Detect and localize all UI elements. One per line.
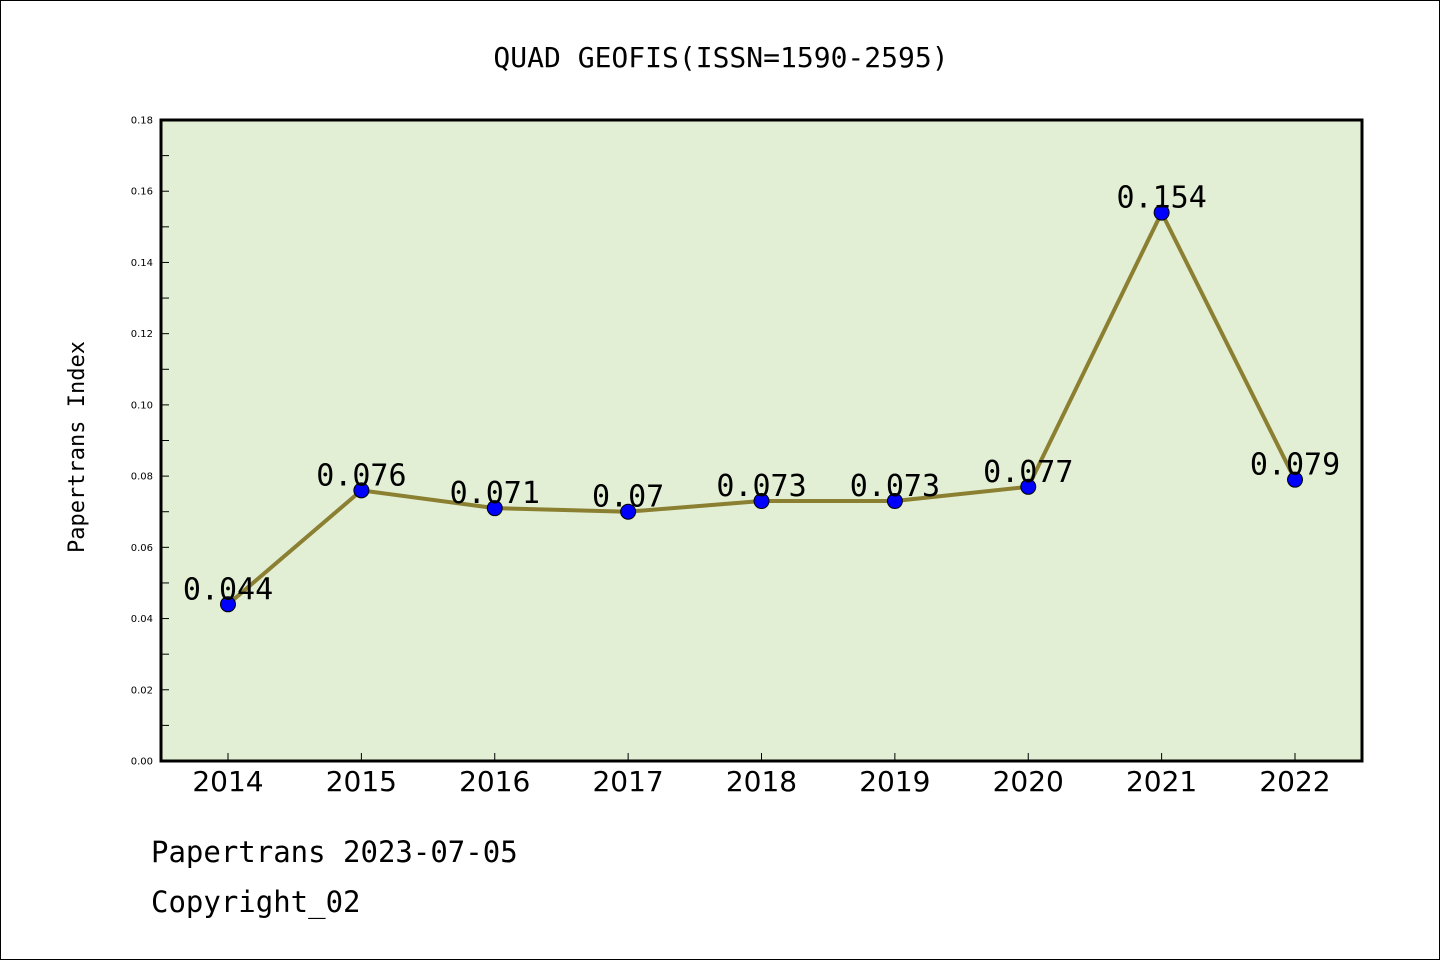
footer-copyright: Copyright_02	[151, 885, 361, 919]
chart-title: QUAD GEOFIS(ISSN=1590-2595)	[493, 41, 948, 74]
data-label: 0.077	[983, 455, 1073, 490]
data-label: 0.079	[1250, 448, 1340, 483]
marker-layer	[220, 204, 1303, 613]
y-tick-labels: 0.00 0.02 0.04 0.06 0.08 0.10 0.12 0.14 0.16 0.18	[131, 116, 153, 768]
x-tick-label: 2018	[726, 765, 797, 798]
data-label: 0.071	[450, 476, 540, 511]
y-tick-label: 0.10	[131, 400, 153, 411]
y-tick-label: 0.12	[131, 329, 153, 340]
y-tick-label: 0.08	[131, 472, 153, 483]
data-point	[886, 493, 903, 510]
data-point	[486, 500, 503, 517]
data-point	[1153, 204, 1170, 221]
plot-area	[161, 120, 1362, 761]
y-tick-label: 0.16	[131, 187, 153, 198]
y-tick-label: 0.00	[131, 757, 153, 768]
x-tick-label: 2017	[592, 765, 663, 798]
y-tick-label: 0.04	[131, 614, 153, 625]
y-tick-label: 0.18	[131, 116, 153, 127]
data-point	[620, 503, 637, 520]
data-label: 0.073	[850, 469, 940, 504]
x-tick-label: 2016	[459, 765, 530, 798]
data-label: 0.076	[316, 458, 406, 493]
y-tick-label: 0.02	[131, 685, 153, 696]
data-labels: 0.044 0.076 0.071 0.07 0.073 0.073 0.077 0.154 0…	[183, 181, 1340, 608]
data-point	[353, 482, 370, 499]
y-tick-label: 0.06	[131, 543, 153, 554]
x-tick-label: 2020	[993, 765, 1064, 798]
x-tick-label: 2022	[1259, 765, 1330, 798]
x-tick-label: 2015	[326, 765, 397, 798]
data-point	[1287, 471, 1303, 488]
x-tick-label: 2014	[192, 765, 263, 798]
plot-border	[159, 118, 1364, 763]
x-tick-label: 2019	[859, 765, 930, 798]
x-tick-labels: 2014 2015 2016 2017 2018 2019 2020 2021 2022	[192, 765, 1330, 798]
data-label: 0.044	[183, 572, 273, 607]
data-point	[220, 596, 236, 613]
footer-source: Papertrans 2023-07-05	[151, 835, 518, 869]
data-label: 0.07	[592, 480, 664, 515]
x-tick-label: 2021	[1126, 765, 1197, 798]
data-point	[1020, 478, 1037, 495]
data-point	[753, 493, 770, 510]
y-axis-label: Papertrans Index	[65, 341, 90, 553]
data-label: 0.073	[716, 469, 806, 504]
y-tick-label: 0.14	[131, 258, 153, 269]
data-label: 0.154	[1116, 181, 1206, 216]
